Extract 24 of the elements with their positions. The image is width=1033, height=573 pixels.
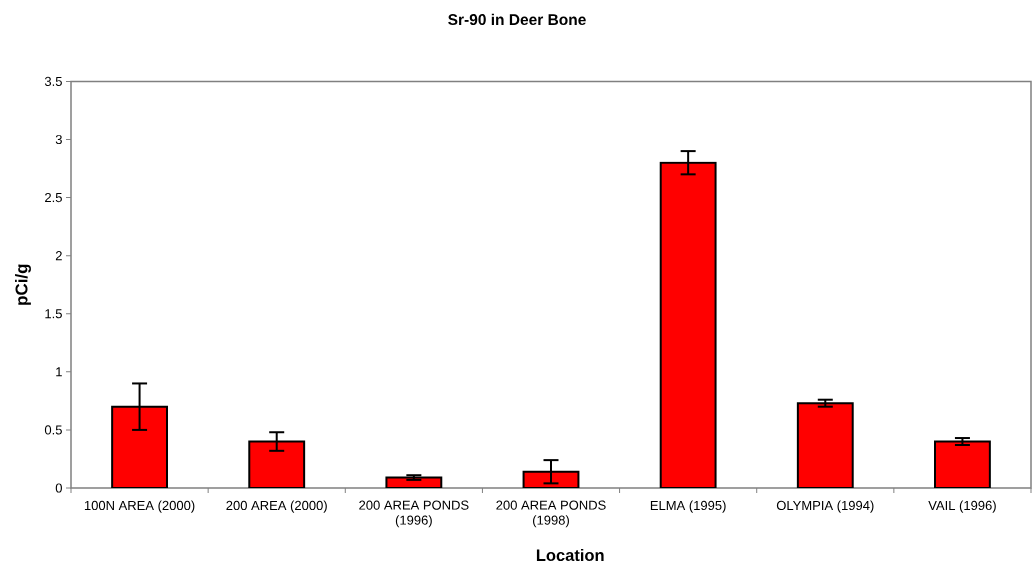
y-tick-label: 1.5: [45, 309, 62, 319]
y-tick-label: 2: [55, 251, 62, 261]
chart-title: Sr-90 in Deer Bone: [448, 13, 586, 26]
x-tick-label: 100N AREA (2000): [84, 500, 195, 513]
y-axis-title: pCi/g: [15, 264, 31, 305]
bar: [659, 161, 717, 488]
x-tick-label: ELMA (1995): [650, 500, 726, 513]
y-tick-label: 2.5: [45, 192, 62, 203]
x-tick-label: 200 AREA PONDS (1998): [496, 500, 606, 528]
bar: [111, 405, 168, 488]
x-axis-title: Location: [536, 548, 604, 562]
x-tick-label: 200 AREA PONDS (1996): [359, 500, 469, 528]
bar: [522, 470, 580, 488]
y-tick-label: 0.5: [44, 425, 62, 435]
y-tick-label: 0: [55, 483, 62, 493]
y-tick-label: 3: [55, 134, 62, 145]
bar: [796, 402, 854, 488]
x-tick-label: OLYMPIA (1994): [776, 500, 874, 513]
bar: [934, 440, 991, 488]
y-tick-label: 1: [56, 367, 62, 377]
x-tick-label: 200 AREA (2000): [226, 500, 327, 513]
y-tick-label: 3.5: [44, 76, 62, 86]
x-tick-label: VAIL (1996): [928, 500, 996, 513]
bar: [248, 440, 306, 488]
